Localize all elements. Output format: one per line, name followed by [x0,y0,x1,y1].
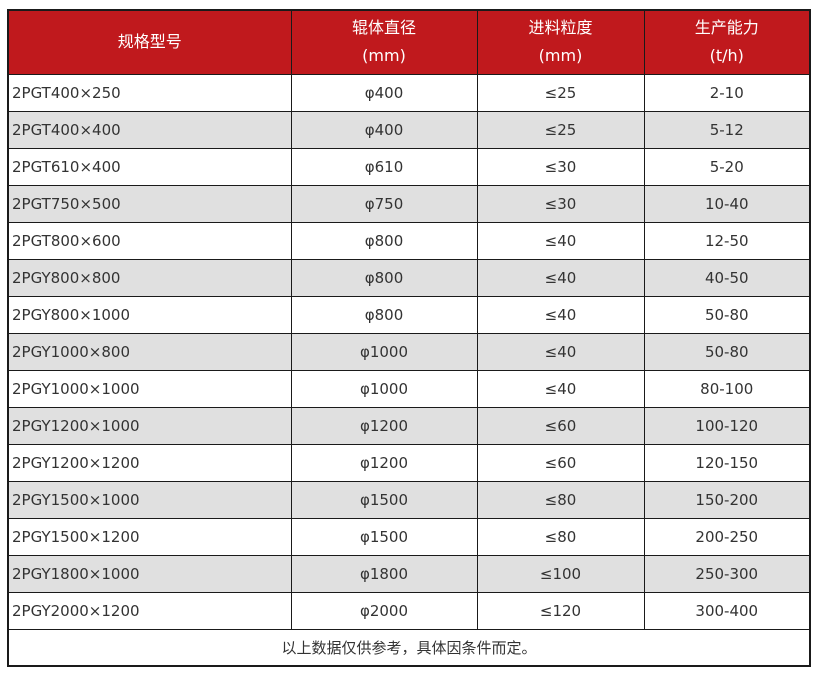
capacity-cell: 100-120 [643,406,811,445]
table-row: 2PGY1800×1000 φ1800 ≤100 250-300 [7,554,811,593]
capacity-cell: 150-200 [643,480,811,519]
diameter-cell: φ1000 [290,369,478,408]
feed-size-cell: ≤40 [476,332,645,371]
diameter-cell: φ1500 [290,517,478,556]
table-footer: 以上数据仅供参考，具体因条件而定。 [7,628,811,667]
table-row: 2PGY1500×1200 φ1500 ≤80 200-250 [7,517,811,556]
capacity-cell: 300-400 [643,591,811,630]
table-row: 2PGY1000×800 φ1000 ≤40 50-80 [7,332,811,371]
model-cell: 2PGT400×250 [7,73,292,112]
diameter-cell: φ400 [290,73,478,112]
header-model: 规格型号 [7,9,292,75]
feed-size-cell: ≤30 [476,147,645,186]
table-row: 2PGT750×500 φ750 ≤30 10-40 [7,184,811,223]
capacity-cell: 120-150 [643,443,811,482]
table-row: 2PGT400×400 φ400 ≤25 5-12 [7,110,811,149]
diameter-cell: φ750 [290,184,478,223]
feed-size-cell: ≤60 [476,443,645,482]
model-cell: 2PGY1500×1200 [7,517,292,556]
model-cell: 2PGY1200×1000 [7,406,292,445]
diameter-cell: φ800 [290,221,478,260]
feed-size-cell: ≤25 [476,110,645,149]
diameter-cell: φ1200 [290,443,478,482]
model-cell: 2PGT400×400 [7,110,292,149]
table-row: 2PGY1000×1000 φ1000 ≤40 80-100 [7,369,811,408]
model-cell: 2PGY1000×1000 [7,369,292,408]
capacity-cell: 200-250 [643,517,811,556]
spec-table: 规格型号 辊体直径 (mm) 进料粒度 (mm) 生产能力 (t/h) 2PGT… [7,9,811,667]
header-feed-size-unit: (mm) [538,46,583,66]
feed-size-cell: ≤80 [476,480,645,519]
table-row: 2PGT610×400 φ610 ≤30 5-20 [7,147,811,186]
capacity-cell: 40-50 [643,258,811,297]
diameter-cell: φ400 [290,110,478,149]
model-cell: 2PGT800×600 [7,221,292,260]
capacity-cell: 2-10 [643,73,811,112]
header-row: 规格型号 辊体直径 (mm) 进料粒度 (mm) 生产能力 (t/h) [7,9,811,75]
header-model-label: 规格型号 [117,32,182,52]
header-feed-size: 进料粒度 (mm) [476,9,645,75]
header-capacity: 生产能力 (t/h) [643,9,811,75]
table-row: 2PGY2000×1200 φ2000 ≤120 300-400 [7,591,811,630]
feed-size-cell: ≤40 [476,258,645,297]
model-cell: 2PGY1200×1200 [7,443,292,482]
table-row: 2PGT400×250 φ400 ≤25 2-10 [7,73,811,112]
model-cell: 2PGY800×1000 [7,295,292,334]
table-row: 2PGY1200×1000 φ1200 ≤60 100-120 [7,406,811,445]
model-cell: 2PGT750×500 [7,184,292,223]
diameter-cell: φ800 [290,295,478,334]
model-cell: 2PGY1500×1000 [7,480,292,519]
diameter-cell: φ1500 [290,480,478,519]
table-header: 规格型号 辊体直径 (mm) 进料粒度 (mm) 生产能力 (t/h) [7,9,811,75]
table-body: 2PGT400×250 φ400 ≤25 2-10 2PGT400×400 φ400 ≤25… [7,73,811,630]
feed-size-cell: ≤40 [476,295,645,334]
feed-size-cell: ≤25 [476,73,645,112]
diameter-cell: φ610 [290,147,478,186]
capacity-cell: 80-100 [643,369,811,408]
capacity-cell: 5-20 [643,147,811,186]
diameter-cell: φ800 [290,258,478,297]
diameter-cell: φ1800 [290,554,478,593]
header-roller-diameter-label: 辊体直径 [351,18,416,38]
model-cell: 2PGY800×800 [7,258,292,297]
table-row: 2PGY800×800 φ800 ≤40 40-50 [7,258,811,297]
capacity-cell: 5-12 [643,110,811,149]
header-capacity-label: 生产能力 [694,18,759,38]
header-feed-size-label: 进料粒度 [528,18,593,38]
header-roller-diameter: 辊体直径 (mm) [290,9,478,75]
feed-size-cell: ≤120 [476,591,645,630]
feed-size-cell: ≤30 [476,184,645,223]
feed-size-cell: ≤100 [476,554,645,593]
footer-row: 以上数据仅供参考，具体因条件而定。 [7,628,811,667]
capacity-cell: 50-80 [643,332,811,371]
model-cell: 2PGY1000×800 [7,332,292,371]
feed-size-cell: ≤40 [476,369,645,408]
diameter-cell: φ2000 [290,591,478,630]
feed-size-cell: ≤40 [476,221,645,260]
capacity-cell: 250-300 [643,554,811,593]
table-row: 2PGY1200×1200 φ1200 ≤60 120-150 [7,443,811,482]
diameter-cell: φ1200 [290,406,478,445]
table-row: 2PGT800×600 φ800 ≤40 12-50 [7,221,811,260]
table-row: 2PGY800×1000 φ800 ≤40 50-80 [7,295,811,334]
model-cell: 2PGY2000×1200 [7,591,292,630]
diameter-cell: φ1000 [290,332,478,371]
header-roller-diameter-unit: (mm) [362,46,406,66]
footer-note: 以上数据仅供参考，具体因条件而定。 [7,628,811,667]
feed-size-cell: ≤60 [476,406,645,445]
feed-size-cell: ≤80 [476,517,645,556]
model-cell: 2PGY1800×1000 [7,554,292,593]
capacity-cell: 12-50 [643,221,811,260]
capacity-cell: 10-40 [643,184,811,223]
capacity-cell: 50-80 [643,295,811,334]
header-capacity-unit: (t/h) [709,46,744,66]
model-cell: 2PGT610×400 [7,147,292,186]
table-row: 2PGY1500×1000 φ1500 ≤80 150-200 [7,480,811,519]
